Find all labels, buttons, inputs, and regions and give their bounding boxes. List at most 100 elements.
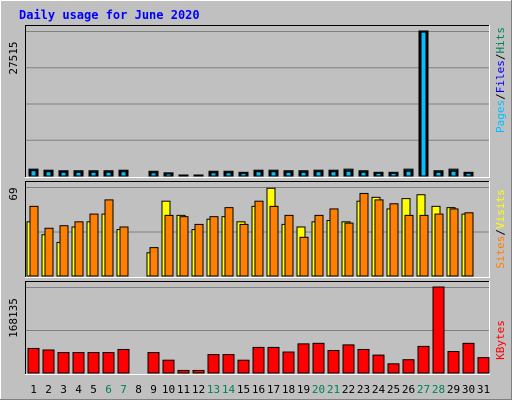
bar-kbytes-day-9 (147, 352, 160, 374)
top-panel: 27515 Pages/Files/Hits (7, 25, 507, 178)
bar-sites-day-25 (389, 203, 399, 277)
bar-kbytes-day-24 (372, 354, 385, 374)
middle-panel: 69 Sites/Visits (7, 181, 507, 278)
bar-kbytes-day-30 (462, 342, 475, 374)
x-tick-label-day-13: 13 (207, 383, 220, 396)
top-ymax-label: 27515 (7, 41, 20, 74)
bar-sites-day-9 (149, 247, 159, 277)
bar-kbytes-day-1 (27, 347, 40, 374)
legend-files: Files (494, 60, 507, 93)
bar-sites-day-13 (209, 216, 219, 277)
bar-sites-day-22 (344, 222, 354, 277)
x-tick-label-day-10: 10 (162, 383, 175, 396)
bar-sites-day-6 (104, 199, 114, 277)
bar-pages-day-12 (195, 174, 202, 177)
bar-sites-day-17 (269, 205, 279, 277)
bar-kbytes-day-16 (252, 346, 265, 374)
x-tick-label-day-28: 28 (432, 383, 445, 396)
bar-sites-day-20 (314, 214, 324, 277)
bar-pages-day-25 (390, 172, 397, 177)
bar-kbytes-day-27 (417, 345, 430, 374)
bar-kbytes-day-31 (477, 357, 490, 374)
x-tick-label-day-23: 23 (357, 383, 370, 396)
bar-pages-day-26 (405, 170, 412, 177)
x-tick-label-day-15: 15 (237, 383, 250, 396)
bar-sites-day-28 (434, 213, 444, 277)
x-tick-label-day-25: 25 (387, 383, 400, 396)
bar-pages-day-9 (150, 172, 157, 177)
x-tick-label-day-24: 24 (372, 383, 386, 396)
top-legend: Pages/Files/Hits (494, 27, 507, 133)
bar-kbytes-day-21 (327, 349, 340, 374)
x-tick-label-day-18: 18 (282, 383, 295, 396)
bottom-legend: KBytes (494, 320, 507, 360)
bar-sites-day-24 (374, 199, 384, 277)
bar-kbytes-day-4 (72, 352, 85, 374)
x-tick-label-day-29: 29 (447, 383, 460, 396)
bar-pages-day-2 (45, 171, 52, 177)
chart-panels: 27515Pages/Files/Hits69Sites/Visits16813… (7, 25, 507, 375)
bar-sites-day-27 (419, 214, 429, 277)
bar-pages-day-28 (435, 171, 442, 177)
x-tick-label-day-19: 19 (297, 383, 310, 396)
middle-legend: Sites/Visits (494, 189, 507, 269)
bar-pages-day-23 (360, 171, 367, 177)
bar-kbytes-day-17 (267, 346, 280, 374)
legend-hits: Hits (494, 27, 507, 54)
bar-sites-day-3 (59, 225, 69, 277)
bar-kbytes-day-23 (357, 348, 370, 374)
x-tick-label-day-20: 20 (312, 383, 325, 396)
bar-pages-day-13 (210, 172, 217, 177)
bar-sites-day-16 (254, 200, 264, 277)
bar-pages-day-22 (345, 170, 352, 177)
bar-kbytes-day-5 (87, 352, 100, 374)
bar-kbytes-day-19 (297, 343, 310, 374)
bar-kbytes-day-29 (447, 351, 460, 374)
bar-kbytes-day-18 (282, 351, 295, 374)
bar-pages-day-17 (270, 171, 277, 177)
x-tick-label-day-31: 31 (477, 383, 490, 396)
bar-sites-day-18 (284, 214, 294, 277)
bar-pages-day-27 (420, 31, 427, 177)
bar-pages-day-7 (120, 171, 127, 177)
x-tick-label-day-27: 27 (417, 383, 430, 396)
bar-kbytes-day-2 (42, 349, 55, 374)
bar-kbytes-day-20 (312, 342, 325, 374)
bar-kbytes-day-12 (192, 369, 205, 374)
chart-title: Daily usage for June 2020 (19, 8, 200, 22)
bar-sites-day-29 (449, 208, 459, 277)
x-tick-label-day-2: 2 (45, 383, 52, 396)
bar-kbytes-day-3 (57, 352, 70, 374)
legend-separator: / (494, 54, 507, 61)
x-tick-label-day-17: 17 (267, 383, 280, 396)
bar-kbytes-day-28 (432, 286, 445, 374)
bar-kbytes-day-10 (162, 359, 175, 374)
bar-kbytes-day-25 (387, 363, 400, 374)
bar-pages-day-24 (375, 172, 382, 177)
bar-pages-day-29 (450, 170, 457, 177)
bar-pages-day-15 (240, 172, 247, 177)
bar-pages-day-21 (330, 171, 337, 177)
bar-pages-day-20 (315, 171, 322, 177)
x-tick-label-day-4: 4 (75, 383, 82, 396)
legend-visits: Visits (494, 189, 507, 229)
bar-kbytes-day-13 (207, 354, 220, 374)
bottom-panel: 168135 KBytes (7, 281, 507, 375)
legend-sites: Sites (494, 236, 507, 269)
legend-kbytes: KBytes (494, 320, 507, 360)
bar-sites-day-11 (179, 216, 189, 277)
bar-pages-day-16 (255, 171, 262, 177)
bar-pages-day-14 (225, 172, 232, 177)
bar-kbytes-day-14 (222, 354, 235, 374)
bar-pages-day-18 (285, 171, 292, 177)
bar-pages-day-1 (30, 170, 37, 177)
x-tick-label-day-9: 9 (150, 383, 157, 396)
bar-sites-day-19 (299, 236, 309, 277)
bottom-ymax-label: 168135 (7, 298, 20, 338)
x-tick-label-day-6: 6 (105, 383, 112, 396)
legend-separator: / (494, 93, 507, 100)
bar-sites-day-10 (164, 214, 174, 277)
bar-sites-day-26 (404, 214, 414, 277)
bar-kbytes-day-11 (177, 369, 190, 374)
